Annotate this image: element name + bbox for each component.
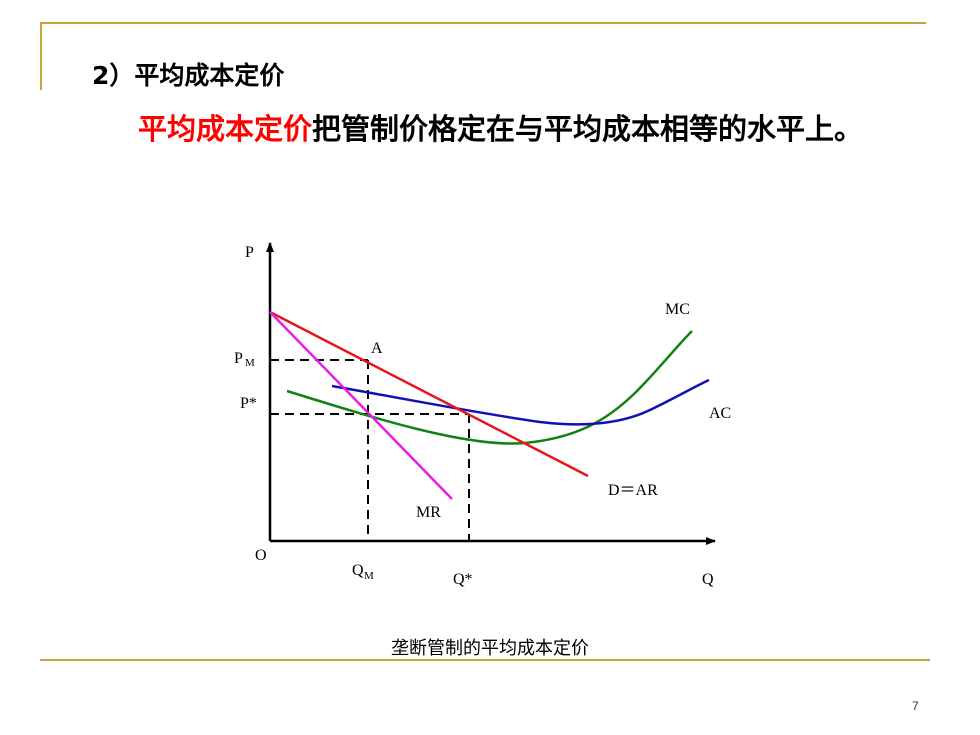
mr-label: MR [416,504,441,521]
ac-label: AC [709,405,731,422]
demand-curve [269,310,589,478]
qm-label-sub: M [364,570,374,582]
mr-curve [269,311,453,500]
demand-label: D＝AR [608,482,658,499]
pstar-label: P* [240,395,257,412]
pm-label: P [234,350,243,367]
definition-term: 平均成本定价 [138,112,313,146]
top-rule [40,22,926,24]
figure-caption: 垄断管制的平均成本定价 [391,638,589,659]
qstar-label: Q* [453,571,473,588]
pm-label-sub: M [245,357,255,369]
page-number: 7 [912,699,919,713]
origin-label: O [255,547,267,564]
bottom-rule [40,659,930,661]
x-axis-label: Q [702,571,714,588]
ac-curve [331,378,710,426]
mc-label: MC [665,301,690,318]
definition-line: 平均成本定价把管制价格定在与平均成本相等的水平上。 [138,106,863,148]
section-heading: 2）平均成本定价 [92,61,285,90]
y-axis-label: P [245,244,254,261]
definition-text: 把管制价格定在与平均成本相等的水平上。 [312,112,864,146]
point-a-label: A [371,340,383,357]
mc-curve [286,330,693,445]
qm-label: Q [352,562,364,579]
left-rule [40,22,42,90]
